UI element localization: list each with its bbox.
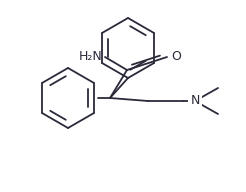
Text: N: N — [190, 94, 200, 108]
Text: H₂N: H₂N — [78, 50, 102, 64]
Text: O: O — [171, 50, 181, 64]
